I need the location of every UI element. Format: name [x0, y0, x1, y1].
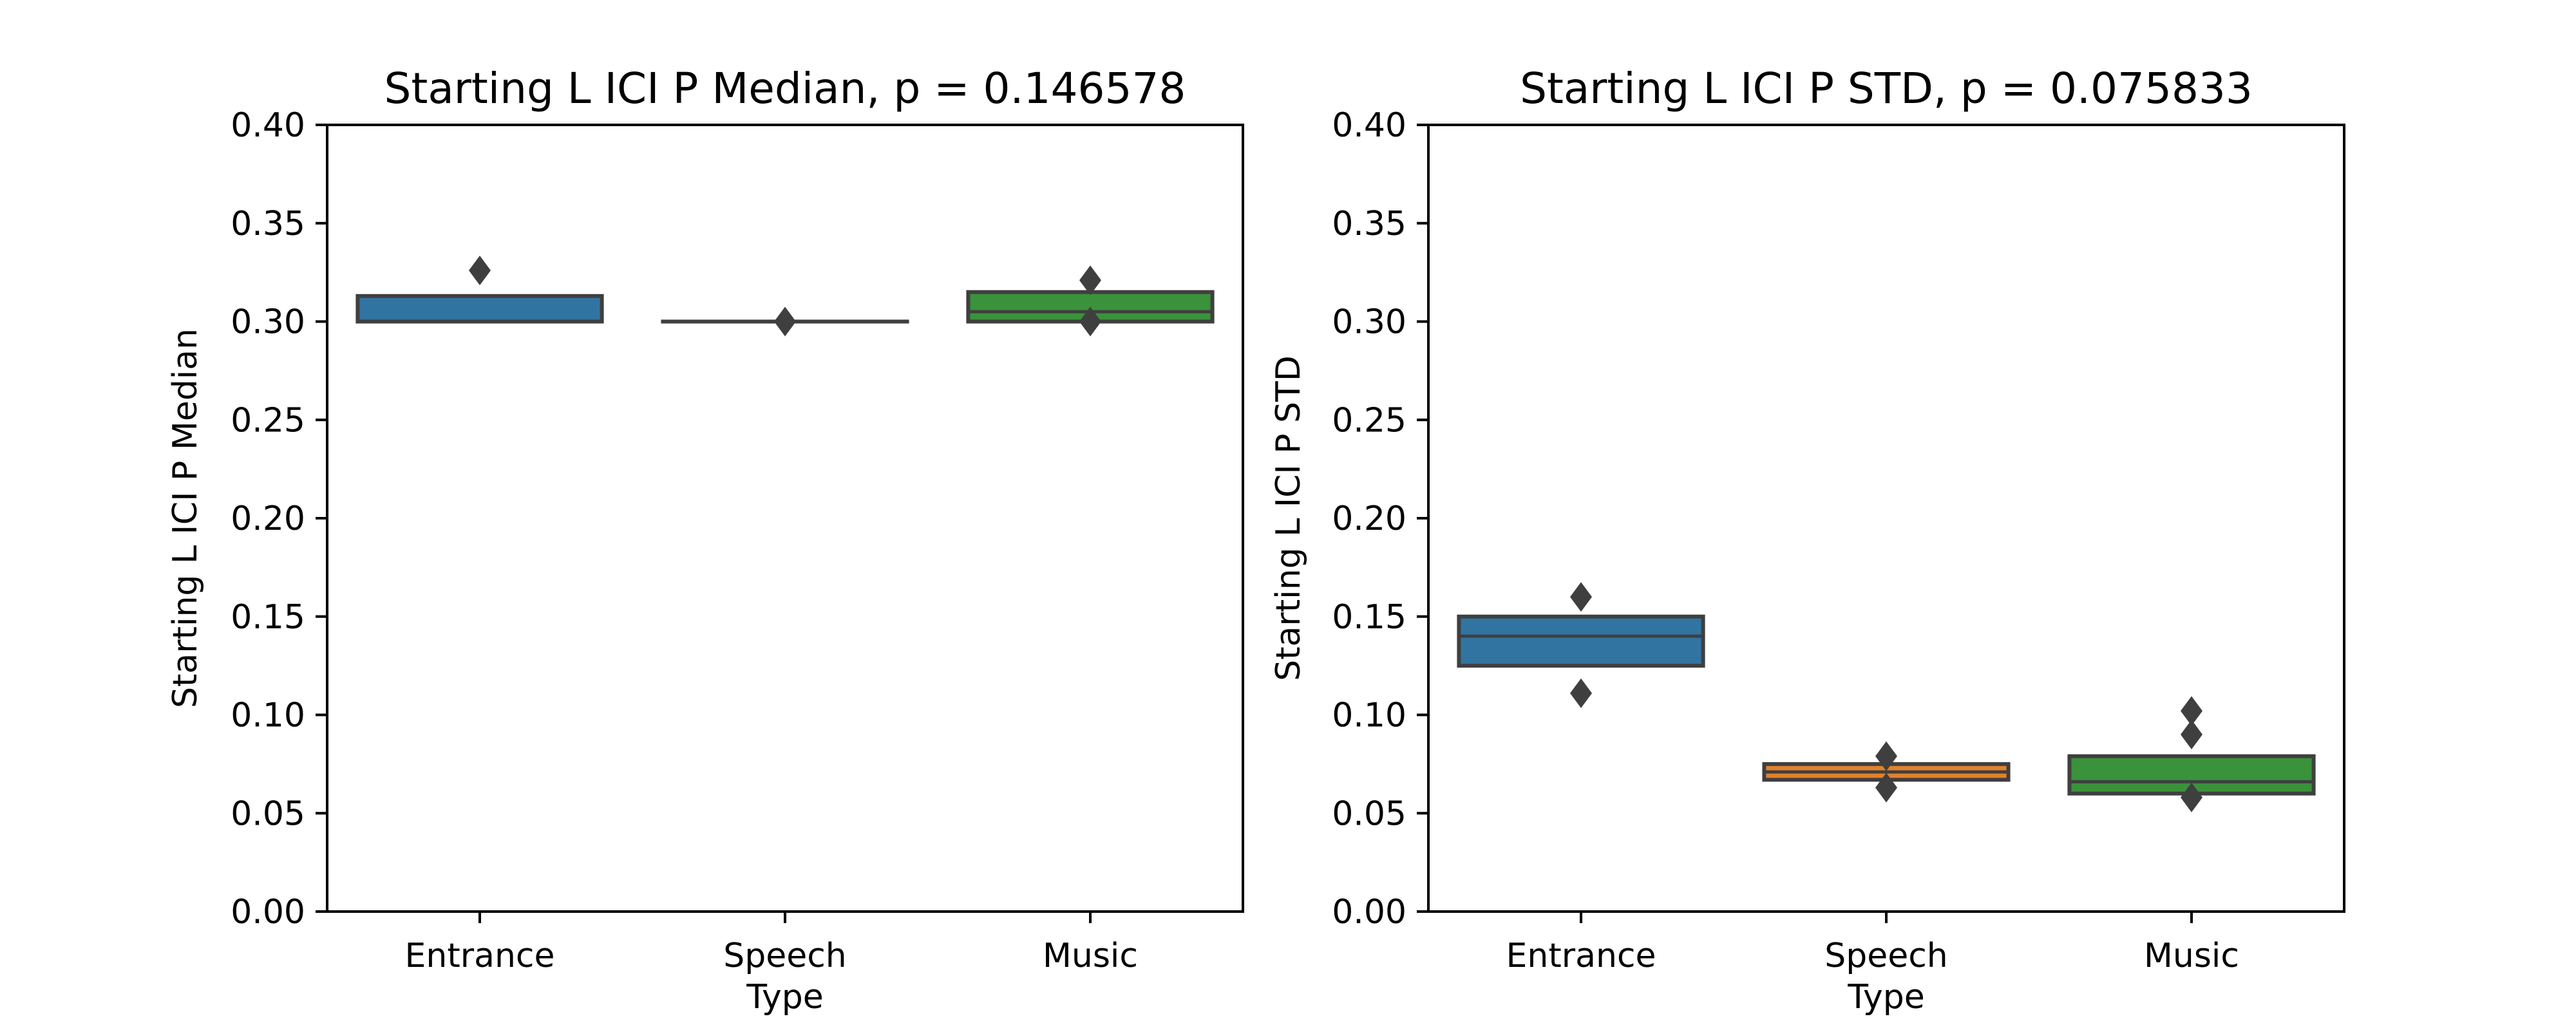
box-entrance: [1457, 614, 1705, 668]
outlier-point: [2181, 696, 2202, 726]
chart-median: Starting L ICI P Median, p = 0.146578 St…: [166, 64, 1244, 1016]
x-tick-label: Speech: [1824, 937, 1948, 975]
x-ticks-std: Entrance Speech Music: [1506, 912, 2239, 975]
outlier-point: [1875, 772, 1897, 803]
y-tick-label: 0.10: [1332, 697, 1406, 735]
chart-std: Starting L ICI P STD, p = 0.075833 Start…: [1269, 64, 2345, 1016]
outlier-point: [1079, 306, 1101, 337]
box-entrance: [355, 294, 604, 324]
y-tick-label: 0.35: [231, 205, 305, 243]
boxes-std: [1457, 582, 2316, 812]
x-axis-label-std: Type: [1847, 978, 1924, 1016]
outlier-point: [469, 256, 491, 286]
y-tick-label: 0.30: [231, 303, 305, 342]
y-tick-label: 0.40: [231, 106, 305, 145]
y-axis-label-std: Starting L ICI P STD: [1269, 355, 1308, 681]
x-ticks-median: Entrance Speech Music: [405, 912, 1138, 975]
boxes-median: [355, 256, 1215, 337]
y-ticks-median: 0.00 0.05 0.10 0.15 0.20 0.25 0.30 0.35 0.40: [231, 106, 327, 932]
outlier-point: [1570, 678, 1592, 708]
y-tick-label: 0.05: [231, 794, 305, 833]
y-tick-label: 0.15: [231, 598, 305, 637]
y-axis-label-median: Starting L ICI P Median: [166, 328, 205, 708]
plot-frame-std: [1427, 124, 2345, 913]
y-tick-label: 0.00: [1332, 893, 1406, 932]
outlier-point: [2181, 720, 2202, 750]
x-tick-label: Entrance: [405, 937, 555, 975]
x-axis-label-median: Type: [746, 978, 823, 1016]
outlier-point: [1875, 741, 1897, 771]
x-tick-label: Entrance: [1506, 937, 1656, 975]
y-tick-label: 0.20: [1332, 500, 1406, 538]
y-tick-label: 0.10: [231, 697, 305, 735]
plot-frame-median: [326, 124, 1244, 913]
y-tick-label: 0.25: [1332, 401, 1406, 440]
outlier-point: [1079, 265, 1101, 295]
outlier-point: [2181, 782, 2202, 812]
y-tick-label: 0.25: [231, 401, 305, 440]
y-tick-label: 0.15: [1332, 598, 1406, 637]
chart-title-median: Starting L ICI P Median, p = 0.146578: [384, 64, 1186, 113]
y-tick-label: 0.05: [1332, 794, 1406, 833]
outlier-point: [1570, 582, 1592, 612]
y-tick-label: 0.30: [1332, 303, 1406, 342]
y-tick-label: 0.00: [231, 893, 305, 932]
y-tick-label: 0.40: [1332, 106, 1406, 145]
y-tick-label: 0.35: [1332, 205, 1406, 243]
x-tick-label: Music: [2144, 937, 2239, 975]
y-tick-label: 0.20: [231, 500, 305, 538]
x-tick-label: Music: [1043, 937, 1138, 975]
outlier-point: [774, 306, 796, 337]
x-tick-label: Speech: [723, 937, 847, 975]
y-ticks-std: 0.00 0.05 0.10 0.15 0.20 0.25 0.30 0.35 0.40: [1332, 106, 1428, 932]
chart-title-std: Starting L ICI P STD, p = 0.075833: [1520, 64, 2253, 113]
